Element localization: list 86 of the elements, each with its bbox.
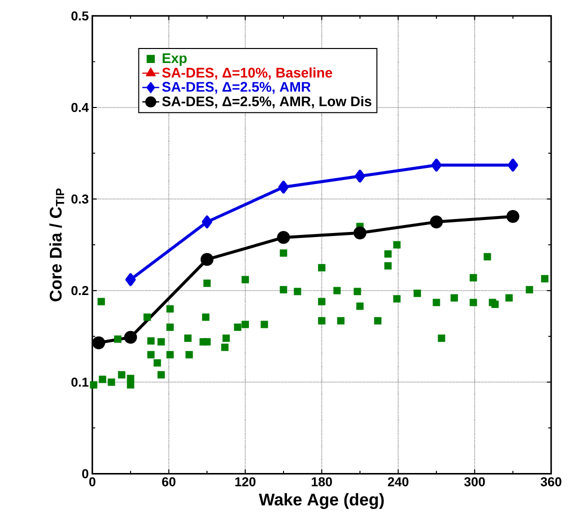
point [147, 350, 155, 358]
x-tick-label: 60 [162, 477, 176, 486]
point [202, 215, 212, 228]
point [450, 294, 458, 302]
point [414, 289, 421, 297]
point [166, 323, 174, 331]
point [200, 252, 214, 266]
point [280, 286, 288, 294]
point [280, 249, 288, 257]
point [277, 230, 290, 244]
point [393, 294, 401, 302]
y-tick-label: 0 [82, 468, 88, 478]
point [333, 286, 341, 294]
point [526, 286, 534, 294]
point [318, 264, 326, 272]
point [384, 262, 392, 270]
point [541, 274, 548, 282]
point [242, 276, 249, 284]
point [114, 335, 122, 343]
point [505, 294, 513, 302]
point [278, 180, 289, 194]
point [393, 240, 401, 248]
point [98, 376, 106, 383]
point [470, 274, 478, 282]
point [166, 305, 174, 312]
point [154, 359, 161, 366]
y-tick-label: 0.4 [71, 102, 89, 112]
point [98, 298, 105, 306]
x-tick-label: 120 [235, 477, 256, 486]
point [431, 158, 442, 172]
x-tick-label: 180 [312, 477, 332, 486]
point [143, 313, 151, 321]
point [203, 279, 211, 287]
y-tick-label: 0.2 [71, 286, 88, 295]
point [384, 250, 392, 258]
legend-label: SA-DES, Δ=10%, Baseline [162, 67, 332, 80]
point [184, 334, 192, 342]
x-tick-label: 300 [464, 477, 485, 486]
point [470, 298, 478, 306]
point [157, 338, 165, 346]
point [92, 336, 106, 350]
point [354, 226, 366, 240]
point [491, 300, 499, 308]
point [108, 378, 116, 386]
point [147, 337, 155, 344]
point [506, 210, 520, 223]
point [374, 316, 382, 324]
point [222, 334, 230, 342]
point [202, 313, 210, 321]
point [430, 215, 443, 228]
x-tick-label: 360 [540, 477, 562, 486]
point [318, 298, 326, 306]
legend-label: Exp [162, 53, 187, 66]
y-tick-label: 0.3 [71, 194, 88, 204]
point [354, 288, 362, 295]
point [356, 302, 364, 310]
point [438, 334, 446, 342]
point [354, 169, 366, 182]
point [203, 338, 211, 346]
x-tick-label: 0 [89, 477, 96, 486]
point [337, 316, 345, 324]
point [126, 374, 134, 382]
point [508, 158, 518, 172]
point [157, 370, 165, 378]
x-tick-label: 240 [388, 477, 408, 486]
point [124, 330, 138, 344]
point [432, 298, 440, 306]
point [242, 320, 249, 328]
point [166, 350, 174, 358]
legend-label: SA-DES, Δ=2.5%, AMR, Low Dis [162, 96, 372, 108]
y-tick-label: 0.1 [71, 377, 88, 387]
point [484, 252, 492, 260]
point [221, 343, 229, 351]
point [186, 350, 193, 358]
point [118, 370, 126, 378]
x-axis-title: Wake Age (deg) [258, 492, 384, 509]
point [318, 316, 326, 324]
point [90, 381, 98, 388]
point [260, 320, 268, 328]
point [294, 288, 302, 295]
point [234, 323, 242, 331]
point [126, 381, 134, 388]
legend-label: SA-DES, Δ=2.5%, AMR [162, 82, 311, 94]
y-tick-label: 0.5 [71, 11, 88, 20]
point [125, 272, 136, 286]
y-axis-title: Core Dia / C$_{TIP}$ [49, 188, 64, 302]
